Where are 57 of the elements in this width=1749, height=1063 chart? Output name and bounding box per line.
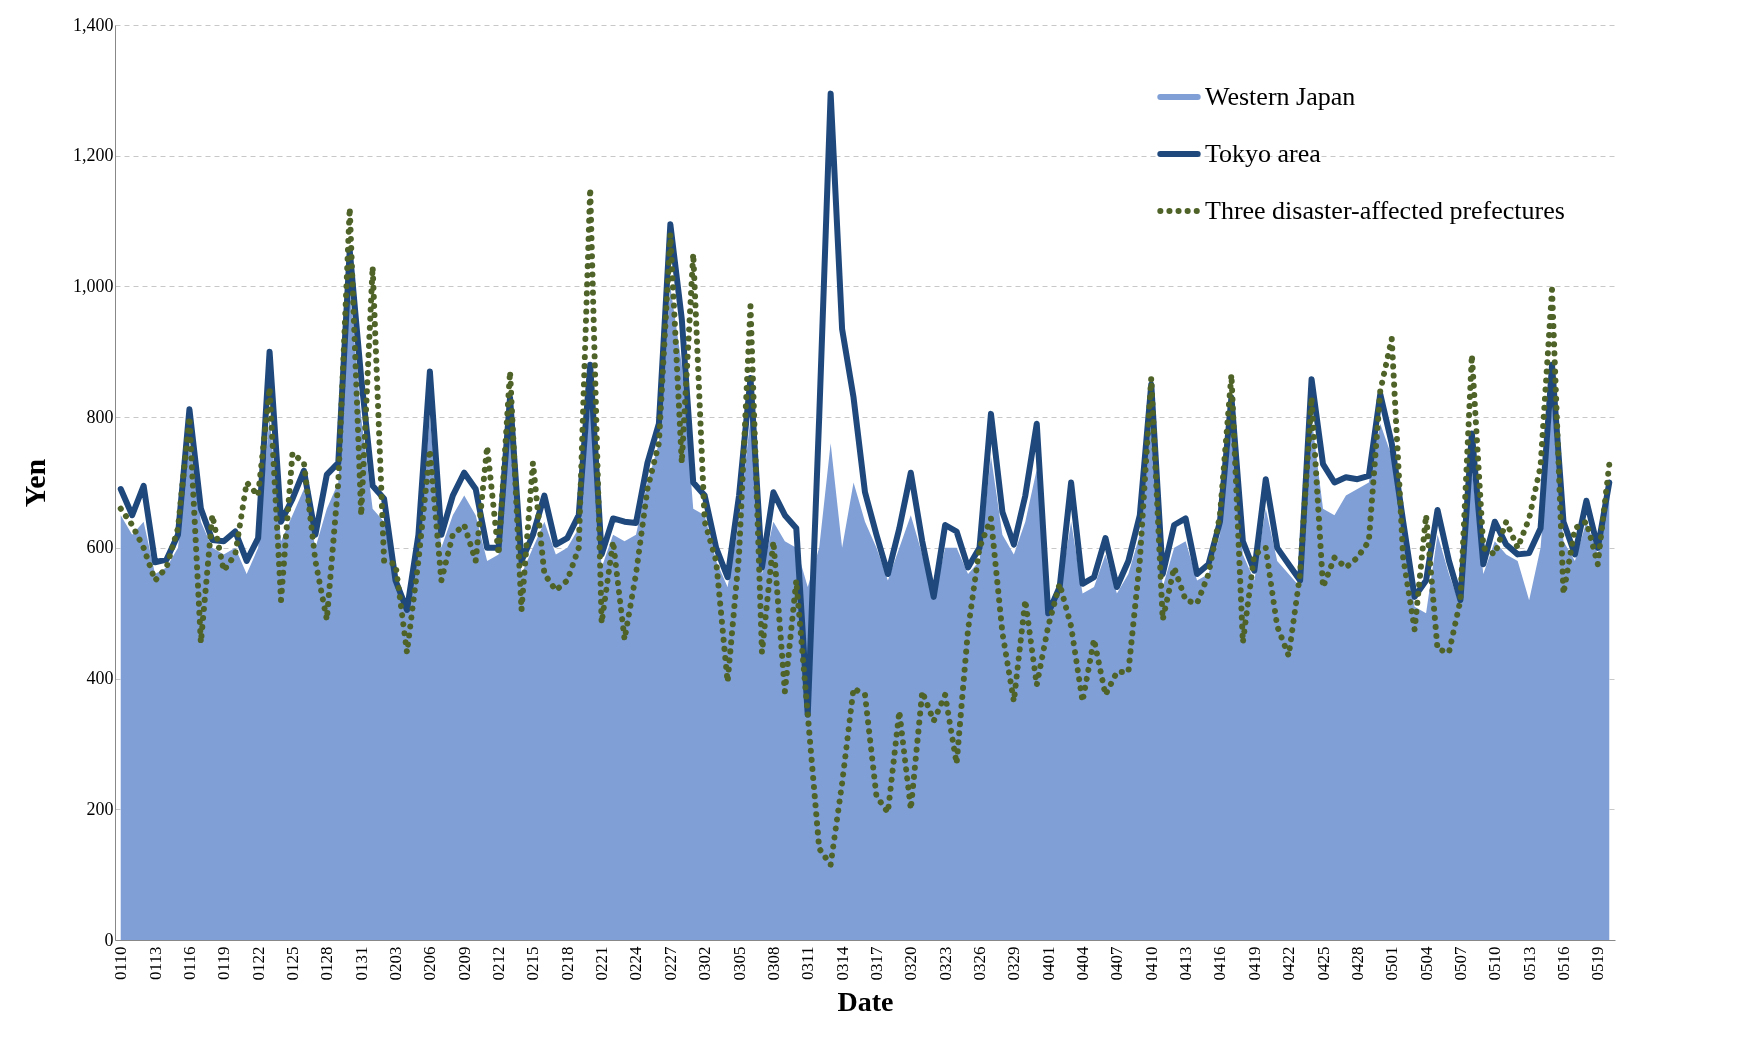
x-tick-label: 0128: [317, 946, 337, 981]
x-tick-label: 0407: [1107, 946, 1127, 981]
x-tick-label: 0416: [1210, 946, 1230, 981]
x-tick-label: 0206: [420, 946, 440, 981]
x-tick-label: 0504: [1416, 946, 1436, 981]
x-tick-label: 0110: [111, 946, 131, 980]
y-tick-label: 200: [86, 798, 114, 819]
x-tick-label: 0308: [763, 946, 783, 981]
y-tick-label: 600: [86, 537, 114, 558]
x-axis-title: Date: [837, 985, 894, 1017]
x-tick-label: 0401: [1038, 946, 1058, 981]
x-tick-label: 0507: [1450, 946, 1470, 981]
x-tick-label: 0203: [386, 946, 406, 981]
x-tick-label: 0125: [282, 946, 302, 981]
x-tick-label: 0326: [970, 946, 989, 981]
x-tick-label: 0314: [832, 946, 852, 981]
x-tick-label: 0221: [592, 946, 612, 981]
x-tick-label: 0425: [1313, 946, 1333, 981]
x-tick-label: 0419: [1244, 946, 1264, 981]
y-tick-label: 1,000: [73, 275, 114, 296]
legend-label: Tokyo area: [1205, 139, 1322, 168]
y-tick-label: 400: [86, 668, 114, 689]
x-tick-label: 0413: [1176, 946, 1196, 981]
x-tick-label: 0305: [729, 946, 749, 981]
x-tick-label: 0501: [1382, 946, 1402, 981]
legend-label: Three disaster-affected prefectures: [1205, 196, 1565, 225]
x-tick-label: 0218: [557, 946, 577, 981]
y-tick-label: 0: [104, 929, 114, 950]
x-tick-label: 0329: [1004, 946, 1024, 981]
x-tick-label: 0302: [695, 946, 715, 981]
x-tick-label: 0119: [214, 946, 234, 980]
x-tick-label: 0224: [626, 946, 646, 981]
x-tick-label: 0116: [179, 946, 199, 980]
x-tick-label: 0215: [523, 946, 543, 981]
x-tick-label: 0227: [660, 946, 680, 981]
y-tick-label: 800: [86, 406, 114, 427]
y-tick-label: 1,400: [73, 14, 114, 35]
x-tick-label: 0404: [1073, 946, 1093, 981]
legend-label: Western Japan: [1205, 82, 1356, 111]
x-tick-label: 0212: [489, 946, 509, 981]
x-tick-label: 0323: [935, 946, 955, 981]
x-tick-label: 0113: [145, 946, 165, 980]
y-axis-title: Yen: [18, 458, 51, 508]
x-tick-label: 0122: [248, 946, 268, 981]
x-tick-label: 0410: [1141, 946, 1161, 981]
x-tick-label: 0510: [1485, 946, 1505, 981]
y-tick-label: 1,200: [73, 145, 114, 166]
x-tick-label: 0428: [1347, 946, 1367, 981]
x-tick-label: 0320: [901, 946, 921, 981]
x-tick-label: 0317: [866, 946, 886, 981]
x-tick-label: 0311: [798, 946, 818, 980]
x-tick-label: 0516: [1553, 946, 1573, 981]
x-tick-label: 0422: [1279, 946, 1299, 981]
x-tick-label: 0519: [1588, 946, 1608, 981]
x-tick-label: 0131: [351, 946, 371, 981]
x-tick-label: 0209: [454, 946, 474, 981]
x-tick-label: 0513: [1519, 946, 1539, 981]
